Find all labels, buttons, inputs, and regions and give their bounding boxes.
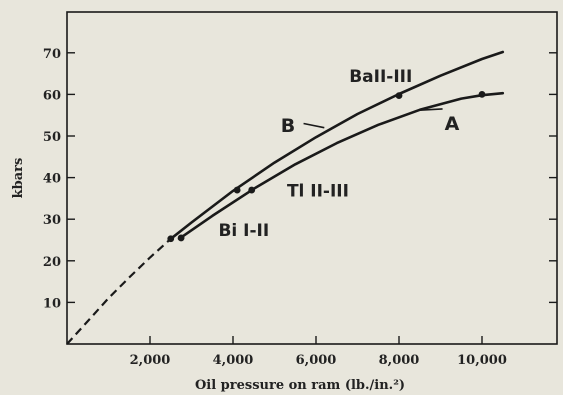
series-layer — [66, 50, 505, 345]
series-a-point — [177, 234, 185, 242]
y-tick-label: 40 — [43, 172, 61, 187]
leader-b — [303, 122, 325, 129]
annotation-label: BaII-III — [349, 67, 412, 87]
y-tick-label: 50 — [43, 130, 61, 145]
annotation-label: B — [281, 115, 295, 137]
series-b-point — [233, 186, 241, 194]
annotation-label: A — [445, 113, 460, 135]
series-a-point — [478, 91, 486, 98]
y-tick-label: 30 — [43, 213, 61, 228]
series-b-extrapolation — [66, 237, 172, 345]
leader-a — [419, 108, 443, 112]
plot-frame — [66, 11, 558, 345]
annotation-label: Tl II-III — [287, 181, 349, 201]
x-tick-label: 2,000 — [130, 353, 171, 368]
x-tick-label: 8,000 — [379, 353, 420, 368]
y-tick-label: 10 — [43, 296, 61, 311]
y-tick-label: 20 — [43, 255, 61, 270]
series-a-line — [177, 91, 505, 241]
series-b-point — [167, 235, 175, 243]
annotation-label: Bi I-II — [218, 221, 269, 241]
y-tick-label: 60 — [43, 88, 61, 103]
x-tick-label: 10,000 — [457, 353, 507, 368]
series-b-point — [395, 92, 403, 100]
series-b-line — [169, 50, 505, 241]
series-a-point — [248, 186, 256, 194]
annotations: BaII-III B A Tl II-III Bi I-II — [218, 67, 459, 241]
y-tick-label: 70 — [43, 47, 61, 62]
x-tick-label: 4,000 — [213, 353, 254, 368]
x-tick-label: 6,000 — [296, 353, 337, 368]
y-axis-label: kbars — [11, 158, 26, 199]
x-axis-label: Oil pressure on ram (lb./in.²) — [195, 378, 405, 393]
y-axis-ticks: 10 20 30 40 50 60 70 — [43, 47, 557, 311]
x-axis-ticks: 2,000 4,000 6,000 8,000 10,000 — [130, 336, 507, 368]
